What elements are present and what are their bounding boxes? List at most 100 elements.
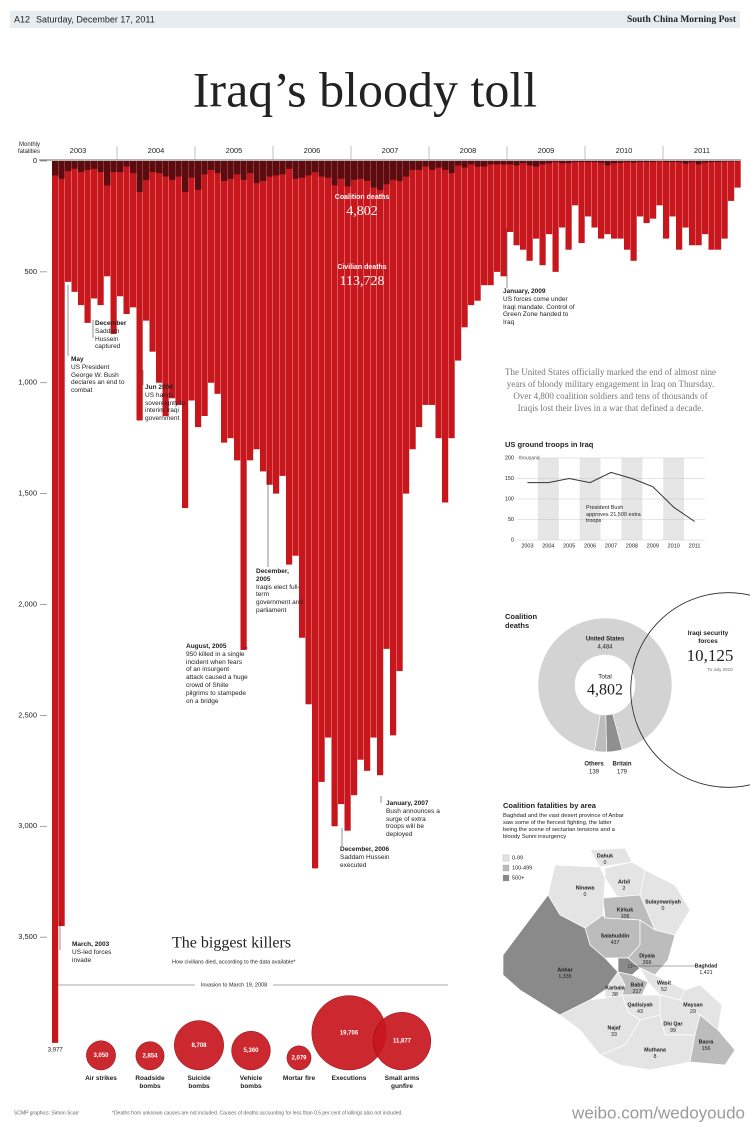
bar <box>390 161 397 180</box>
bar <box>533 161 540 239</box>
region-name: Anbar <box>557 967 572 973</box>
bar <box>487 161 494 165</box>
bar <box>643 161 650 224</box>
bar <box>292 161 299 556</box>
annotation: May US President George W. Bush declares … <box>71 356 126 395</box>
line-annotation: President Bush approves 21,500 extra tro… <box>586 505 641 525</box>
bar <box>292 161 299 179</box>
bar <box>546 161 553 164</box>
bar <box>429 161 436 170</box>
bar <box>351 161 358 180</box>
bubble-label: Roadside bombs <box>135 1075 165 1090</box>
bar <box>676 161 683 163</box>
bar <box>227 161 234 179</box>
bar <box>162 161 169 177</box>
bar <box>266 161 273 485</box>
bar <box>409 161 416 450</box>
bar <box>604 161 611 235</box>
chart-subtitle: How civilians died, according to the dat… <box>172 959 296 965</box>
bar <box>611 161 618 164</box>
annotation: December Saddam Hussein captured <box>95 320 137 351</box>
x-tick-label: 2005 <box>563 543 575 549</box>
region-value: 106 <box>621 914 630 920</box>
date: Saturday, December 17, 2011 <box>36 14 155 24</box>
comparison-name: Iraqi security forces <box>687 630 729 645</box>
bar <box>676 161 683 250</box>
bar <box>565 161 572 250</box>
bubble-label: Executions <box>331 1075 367 1082</box>
paper-name: South China Morning Post <box>627 15 737 25</box>
region-name: Sulaymaniyah <box>645 899 681 905</box>
y-tick-label: 1,500 <box>18 489 37 498</box>
y-tick-label: 0 <box>511 537 514 543</box>
bar <box>377 161 384 190</box>
bar <box>637 161 644 217</box>
chart-title: US ground troops in Iraq <box>505 440 594 449</box>
bar <box>500 161 507 165</box>
bar <box>663 161 670 239</box>
bar <box>695 161 702 165</box>
bar <box>643 161 650 163</box>
bar <box>149 161 156 173</box>
bar <box>598 161 605 239</box>
region-name: Basra <box>699 1039 714 1045</box>
y-unit: thousand <box>519 455 540 461</box>
x-tick-label: 2010 <box>668 543 680 549</box>
bar <box>253 161 260 184</box>
bar <box>715 161 722 163</box>
bar <box>273 161 280 494</box>
bar <box>559 161 566 164</box>
bar <box>71 161 78 169</box>
bar <box>448 161 455 439</box>
bar <box>520 161 527 250</box>
bubble-label: Suicide bombs <box>187 1075 211 1090</box>
donut-slice <box>594 714 607 753</box>
bar <box>702 161 709 163</box>
bar <box>552 161 559 272</box>
bar <box>286 161 293 169</box>
region-value: 52 <box>661 987 667 993</box>
bar <box>188 161 195 401</box>
bar <box>58 161 65 927</box>
region-name: Babil <box>631 982 644 988</box>
region-name: Dhi Qar <box>663 1021 682 1027</box>
bar <box>604 161 611 166</box>
bar <box>325 161 332 178</box>
bar <box>318 161 325 177</box>
year-label: 2008 <box>460 146 477 155</box>
annotation-title: December, 2005 <box>256 568 289 583</box>
bar <box>227 161 234 439</box>
region-value: 8 <box>654 1054 657 1060</box>
bubble-label: Air strikes <box>85 1075 117 1082</box>
intro: The United States officially marked the … <box>504 367 717 414</box>
region-value: 1,421 <box>699 970 712 976</box>
bar <box>383 161 390 649</box>
y-tick-label: 100 <box>505 496 514 502</box>
region-name: Salahuddin <box>601 933 630 939</box>
bar <box>104 161 111 277</box>
bar <box>78 161 85 173</box>
annotation-text: 950 killed in a single incident when fea… <box>186 650 248 705</box>
bar <box>331 161 338 186</box>
bubble-value: 8,708 <box>191 1043 207 1049</box>
bar <box>188 161 195 178</box>
annotation-title: January, 2009 <box>503 288 546 295</box>
bar <box>578 161 585 244</box>
y-tick-label: 150 <box>505 476 514 482</box>
annotation-text: US hands sovereignty to interim Iraqi go… <box>145 391 186 423</box>
bar <box>663 161 670 163</box>
legend-swatch <box>502 854 510 862</box>
region-value: 0 <box>662 906 665 912</box>
region-value: 266 <box>643 960 652 966</box>
bar <box>344 161 351 187</box>
bar <box>533 161 540 167</box>
bar <box>442 161 449 503</box>
bar <box>611 161 618 239</box>
value-label: 3,977 <box>48 1047 64 1053</box>
annotation: March, 2003 US-led forces invade <box>72 941 122 964</box>
bubble <box>372 1011 432 1071</box>
bar <box>702 161 709 235</box>
bar <box>260 161 267 472</box>
bubble-value: 19,706 <box>340 1030 359 1036</box>
